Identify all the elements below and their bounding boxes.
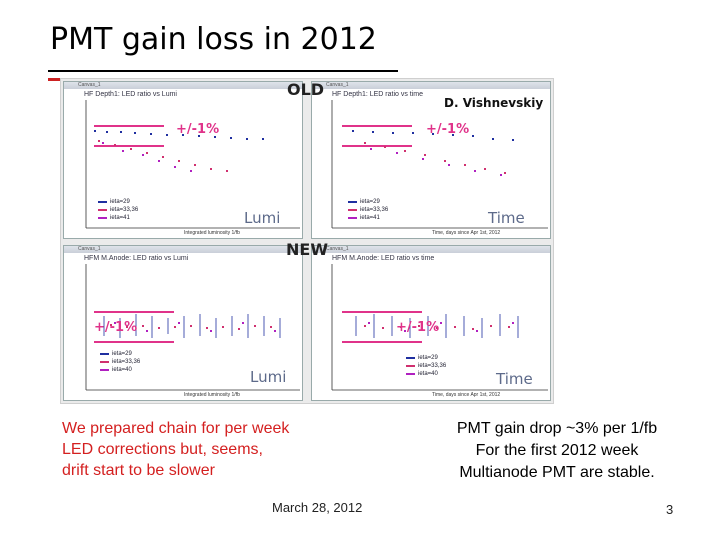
legend-entry: ieta=29 <box>110 199 130 205</box>
band-label: +/-1% <box>176 122 220 137</box>
plot-canvas <box>331 100 548 229</box>
plot-window-bar: Canvas_1 <box>64 82 302 89</box>
page-number: 3 <box>666 502 674 517</box>
plot-header: HFM M.Anode: LED ratio vs time <box>332 255 435 262</box>
x-axis-label: Integrated luminosity 1/fb <box>184 392 240 398</box>
plot-canvas <box>331 264 548 391</box>
plot-header: HF Depth1: LED ratio vs time <box>332 91 424 98</box>
plot-legend: ieta=29 ieta=33,36 ieta=40 <box>406 354 446 378</box>
title-underline <box>48 70 398 72</box>
footer-date: March 28, 2012 <box>272 500 363 515</box>
legend-entry: ieta=33,36 <box>112 359 141 365</box>
plot-header: HF Depth1: LED ratio vs Lumi <box>84 91 177 98</box>
left-note: We prepared chain for per week LED corre… <box>62 418 342 481</box>
left-note-line: drift start to be slower <box>62 462 215 479</box>
plot-old-time: Canvas_1 HF Depth1: LED ratio vs time +/ <box>311 81 551 239</box>
slide-title: PMT gain loss in 2012 <box>50 22 377 57</box>
right-note-line: For the first 2012 week <box>475 442 639 459</box>
plots-composite: Canvas_1 HF Depth1: LED ratio vs Lumi <box>60 78 554 404</box>
legend-entry: ieta=33,36 <box>360 207 389 213</box>
axis-word: Lumi <box>250 368 287 386</box>
axis-word: Time <box>496 370 533 388</box>
plot-old-lumi: Canvas_1 HF Depth1: LED ratio vs Lumi <box>63 81 303 239</box>
legend-entry: ieta=29 <box>112 351 132 357</box>
plot-window-bar: Canvas_1 <box>312 82 550 89</box>
legend-entry: ieta=29 <box>360 199 380 205</box>
plot-new-lumi: Canvas_1 HFM M.Anode: LED ratio vs Lumi <box>63 245 303 401</box>
legend-entry: ieta=41 <box>360 215 380 221</box>
plot-window-bar: Canvas_1 <box>312 246 550 253</box>
plot-canvas <box>85 100 300 229</box>
right-note-line: PMT gain drop ~3% per 1/fb <box>456 420 658 437</box>
legend-entry: ieta=33,36 <box>418 363 447 369</box>
legend-entry: ieta=40 <box>112 367 132 373</box>
plot-legend: ieta=29 ieta=33,36 ieta=40 <box>100 350 140 374</box>
plot-legend: ieta=29 ieta=33,36 ieta=41 <box>98 198 138 222</box>
left-note-line: LED corrections but, seems, <box>62 441 263 458</box>
plot-window-bar: Canvas_1 <box>64 246 302 253</box>
new-tag: NEW <box>286 240 328 259</box>
legend-entry: ieta=41 <box>110 215 130 221</box>
x-axis-label: Integrated luminosity 1/fb <box>184 230 240 236</box>
plot-legend: ieta=29 ieta=33,36 ieta=41 <box>348 198 388 222</box>
band-label: +/-1% <box>94 320 138 335</box>
x-axis-label: Time, days since Apr 1st, 2012 <box>432 230 501 236</box>
right-note: PMT gain drop ~3% per 1/fb For the first… <box>426 418 688 484</box>
old-tag: OLD <box>287 80 325 99</box>
plot-canvas <box>85 264 300 391</box>
band-label: +/-1% <box>396 320 440 335</box>
legend-entry: ieta=29 <box>418 355 438 361</box>
author-label: D. Vishnevskiy <box>444 96 544 110</box>
plot-header: HFM M.Anode: LED ratio vs Lumi <box>84 255 189 262</box>
plot-new-time: Canvas_1 HFM M.Anode: LED ratio vs time <box>311 245 551 401</box>
legend-entry: ieta=40 <box>418 371 438 377</box>
x-axis-label: Time, days since Apr 1st, 2012 <box>432 392 501 398</box>
right-note-line: Multianode PMT are stable. <box>459 464 655 481</box>
left-note-line: We prepared chain for per week <box>62 420 290 437</box>
axis-word: Time <box>488 209 525 227</box>
axis-word: Lumi <box>244 209 281 227</box>
legend-entry: ieta=33,36 <box>110 207 139 213</box>
band-label: +/-1% <box>426 122 470 137</box>
